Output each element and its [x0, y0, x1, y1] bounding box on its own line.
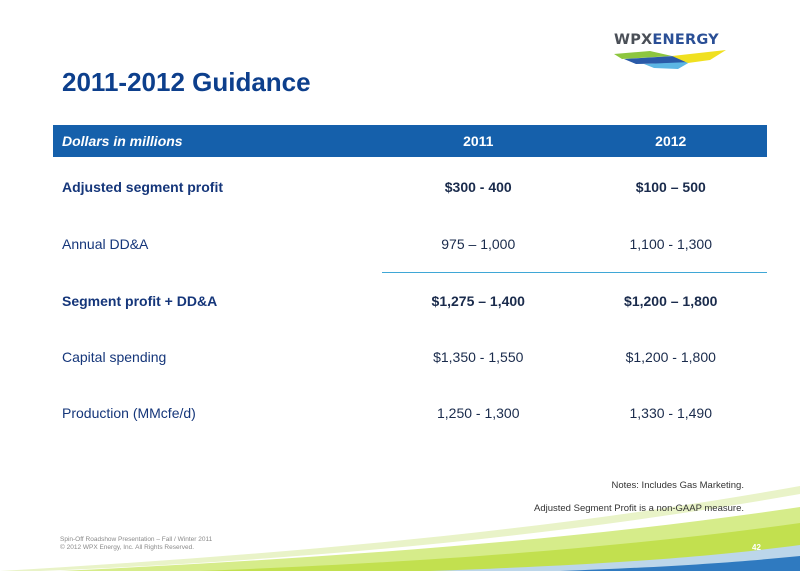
- logo-wordmark: WPXENERGY: [614, 32, 719, 48]
- row-value-2012: 1,330 - 1,490: [629, 405, 712, 421]
- row-label: Adjusted segment profit: [62, 178, 224, 195]
- row-label: Production (MMcfe/d): [62, 405, 196, 421]
- row-value-2011: $1,350 - 1,550: [433, 349, 524, 365]
- footer-presentation-name: Spin-Off Roadshow Presentation – Fall / …: [60, 536, 213, 543]
- footer-copyright: © 2012 WPX Energy, Inc. All Rights Reser…: [60, 544, 195, 551]
- row-value-2012: $1,200 – 1,800: [624, 293, 718, 309]
- table-row: Production (MMcfe/d) 1,250 - 1,300 1,330…: [53, 385, 767, 441]
- logo-text-main: WPX: [614, 32, 653, 48]
- logo-text-accent: ENERGY: [652, 32, 719, 48]
- table-header-row: Dollars in millions 2011 2012: [53, 125, 767, 157]
- row-value-2011: 975 – 1,000: [382, 216, 575, 273]
- row-value-2012: 1,100 - 1,300: [574, 216, 767, 273]
- row-value-2012: $100 – 500: [635, 178, 706, 195]
- wpx-energy-logo: WPXENERGY: [614, 30, 730, 70]
- row-label: Capital spending: [62, 349, 167, 365]
- row-value-2011: $300 - 400: [444, 178, 512, 195]
- note-gas-marketing: Notes: Includes Gas Marketing.: [611, 480, 744, 491]
- header-2011: 2011: [382, 125, 575, 157]
- table-row: Segment profit + DD&A $1,275 – 1,400 $1,…: [53, 273, 767, 330]
- row-label: Segment profit + DD&A: [62, 292, 218, 309]
- table-row: Annual DD&A 975 – 1,000 1,100 - 1,300: [53, 216, 767, 273]
- row-value-2012: $1,200 - 1,800: [625, 349, 716, 365]
- logo-swoosh-icon: [614, 50, 726, 69]
- note-non-gaap: Adjusted Segment Profit is a non-GAAP me…: [534, 503, 744, 514]
- page-number: 42: [752, 543, 761, 552]
- header-dollars-in-millions: Dollars in millions: [53, 125, 382, 157]
- row-value-2011: 1,250 - 1,300: [436, 405, 520, 421]
- page-title: 2011-2012 Guidance: [62, 67, 311, 97]
- table-row: Capital spending $1,350 - 1,550 $1,200 -…: [53, 329, 767, 385]
- table-row: Adjusted segment profit $300 - 400 $100 …: [53, 157, 767, 216]
- footer: Spin-Off Roadshow Presentation – Fall / …: [60, 536, 212, 552]
- row-value-2011: $1,275 – 1,400: [431, 293, 525, 309]
- row-label: Annual DD&A: [62, 236, 149, 253]
- header-2012: 2012: [574, 125, 767, 157]
- guidance-table: Dollars in millions 2011 2012 Adjusted s…: [53, 125, 767, 441]
